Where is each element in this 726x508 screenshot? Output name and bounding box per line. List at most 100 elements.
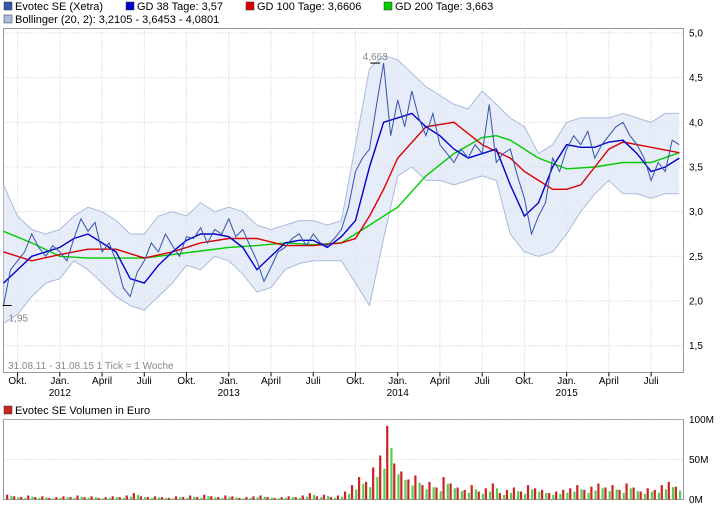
volume-bar-secondary <box>143 497 147 500</box>
price-y-tick-label: 2,0 <box>689 297 703 308</box>
volume-bar <box>132 493 135 500</box>
volume-bar-secondary <box>52 498 55 500</box>
volume-bar <box>104 497 107 500</box>
volume-bar-secondary <box>355 489 358 500</box>
volume-bar-secondary <box>17 497 20 500</box>
volume-bar <box>357 477 361 500</box>
x-tick-label: Jan. <box>219 376 238 387</box>
year-label: 2012 <box>49 388 72 399</box>
volume-bar <box>259 495 262 500</box>
volume-bar <box>667 481 670 500</box>
min-price-label: 1,95 <box>9 313 29 324</box>
price-line <box>3 63 680 306</box>
gd200-line <box>3 134 680 259</box>
volume-bar <box>491 483 494 500</box>
legend-swatch-gd38 <box>125 1 135 11</box>
volume-bar <box>435 487 438 500</box>
price-y-tick-label: 4,5 <box>689 73 703 84</box>
time-x-axis: Okt. Jan. April Juli Okt. Jan. April Juli Okt. Ja… <box>8 372 659 387</box>
volume-bar <box>69 497 72 500</box>
volume-bar-secondary <box>249 497 252 500</box>
volume-bar <box>146 497 150 500</box>
legend-swatch-bollinger <box>3 14 13 24</box>
volume-bar-secondary <box>545 492 548 500</box>
volume-bar-secondary <box>587 492 590 500</box>
volume-bar <box>583 489 586 500</box>
volume-bar <box>555 491 558 500</box>
volume-bar <box>252 496 255 500</box>
volume-bar <box>343 491 347 500</box>
price-y-tick-label: 5,0 <box>689 28 703 39</box>
volume-bar-secondary <box>277 498 280 500</box>
volume-bar-secondary <box>214 497 217 500</box>
volume-bar-secondary <box>418 482 421 500</box>
volume-bar-secondary <box>629 488 632 500</box>
volume-bar-secondary <box>495 488 499 500</box>
volume-bar <box>315 496 318 500</box>
volume-bar-secondary <box>573 491 576 500</box>
volume-bar <box>167 497 171 500</box>
volume-bar-secondary <box>460 491 463 500</box>
x-tick-label: Jan. <box>388 376 407 387</box>
price-y-tick-label: 4,0 <box>689 118 703 129</box>
volume-bar <box>174 496 178 500</box>
x-tick-label: Okt. <box>515 376 533 387</box>
volume-bar-secondary <box>636 491 639 500</box>
volume-bar-secondary <box>193 496 196 500</box>
volume-bar-secondary <box>108 497 111 500</box>
volume-bar <box>34 497 37 500</box>
volume-bar-secondary <box>678 490 682 500</box>
volume-grid <box>3 419 684 460</box>
volume-bar <box>484 488 487 500</box>
volume-bar <box>660 485 663 500</box>
volume-bar <box>442 477 445 500</box>
volume-bar <box>456 487 459 500</box>
volume-bar <box>639 491 642 500</box>
volume-bar <box>597 483 600 500</box>
volume-bar <box>203 494 206 500</box>
volume-bar <box>287 496 290 500</box>
volume-bar-secondary <box>566 492 569 500</box>
price-y-tick-label: 1,5 <box>689 341 703 352</box>
volume-legend-swatch <box>3 405 13 415</box>
volume-bar-secondary <box>439 491 442 500</box>
x-tick-label: Okt. <box>346 376 364 387</box>
volume-bar <box>674 486 677 500</box>
volume-bar <box>160 497 164 500</box>
volume-bar-secondary <box>390 447 393 500</box>
volume-bar-secondary <box>179 497 182 500</box>
volume-bar <box>350 485 354 500</box>
volume-bar <box>189 495 192 500</box>
volume-bar-secondary <box>657 492 661 500</box>
volume-bar-secondary <box>524 493 527 500</box>
legend-price-label: Evotec SE (Xetra) <box>15 1 103 13</box>
volume-bar-secondary <box>517 491 520 500</box>
volume-bar-secondary <box>664 489 668 500</box>
volume-bar <box>590 486 593 500</box>
volume-bar <box>449 483 452 500</box>
volume-bar-secondary <box>66 497 69 500</box>
x-tick-label: Jan. <box>557 376 576 387</box>
volume-bar-secondary <box>284 497 287 500</box>
volume-bar-secondary <box>326 496 330 500</box>
volume-bar <box>393 463 396 500</box>
volume-bar <box>386 425 389 500</box>
volume-bar <box>548 493 551 500</box>
volume-bar <box>76 495 79 500</box>
volume-bar <box>125 495 128 500</box>
volume-bar-secondary <box>101 498 104 500</box>
volume-bar-secondary <box>601 488 604 500</box>
volume-bar-secondary <box>474 489 478 500</box>
volume-bar-secondary <box>341 496 344 500</box>
volume-bar <box>329 497 333 500</box>
volume-bar <box>421 485 424 500</box>
volume-bar-secondary <box>608 491 611 500</box>
volume-bar-secondary <box>531 489 534 500</box>
volume-bar <box>541 489 544 500</box>
volume-bar-secondary <box>80 496 83 500</box>
volume-bar <box>562 489 565 500</box>
volume-bar-secondary <box>432 487 435 500</box>
x-tick-label: April <box>599 376 619 387</box>
legend-gd200-label: GD 200 Tage: 3,663 <box>395 1 493 13</box>
volume-bar-secondary <box>305 496 309 500</box>
